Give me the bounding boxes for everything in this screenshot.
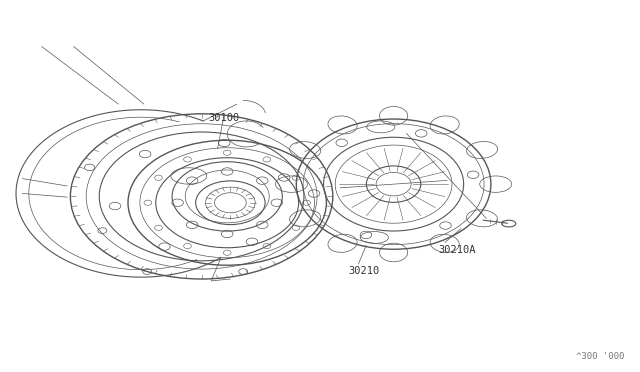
Text: ^300 '000: ^300 '000 bbox=[575, 352, 624, 361]
Text: 30210: 30210 bbox=[349, 266, 380, 276]
Text: 30100: 30100 bbox=[209, 113, 239, 124]
Text: 30210A: 30210A bbox=[438, 245, 476, 255]
